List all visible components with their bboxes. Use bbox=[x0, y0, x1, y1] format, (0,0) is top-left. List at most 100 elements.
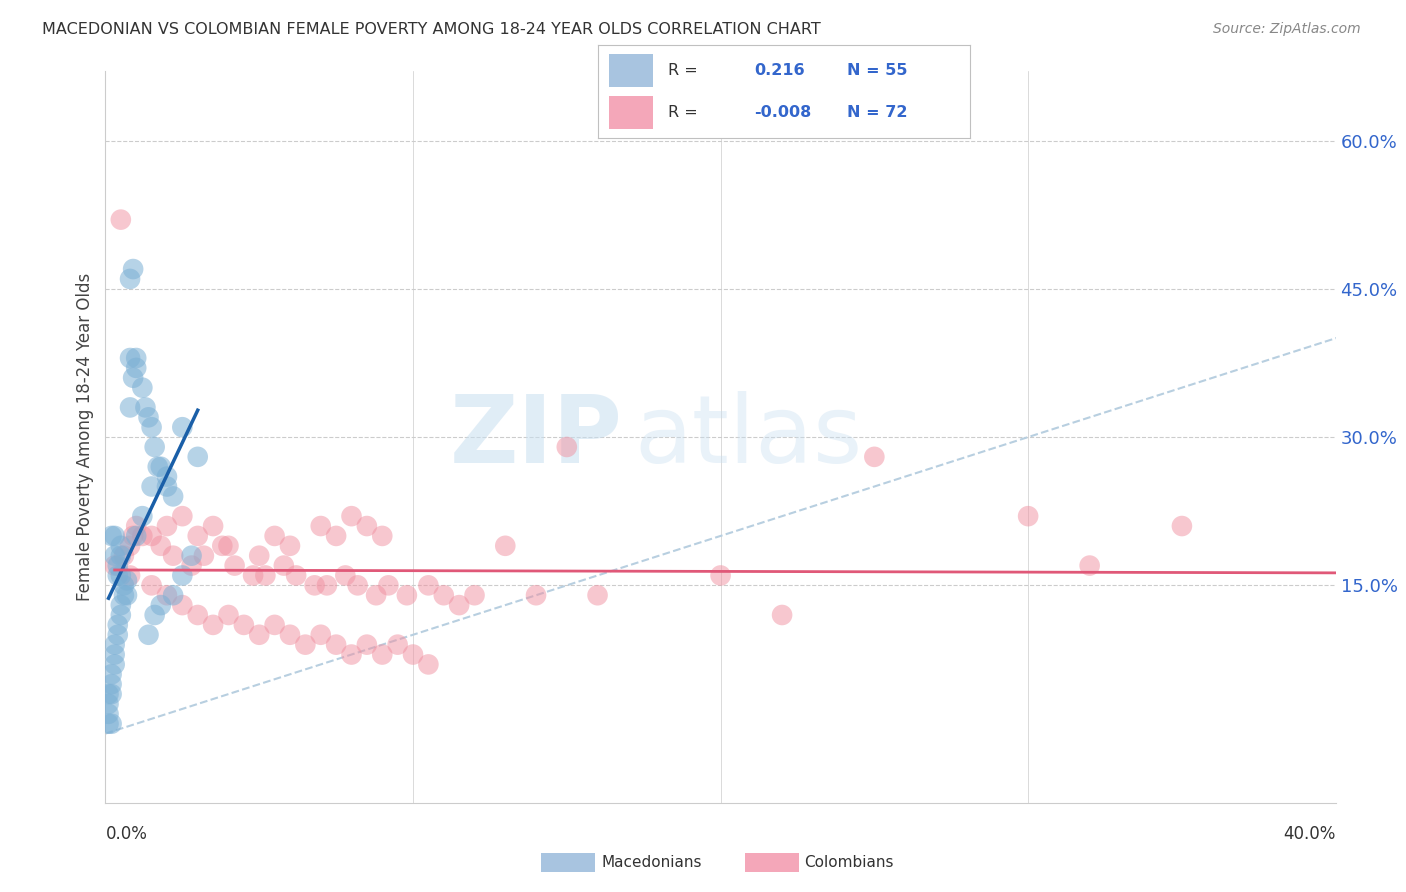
Point bbox=[141, 578, 163, 592]
Point bbox=[524, 588, 547, 602]
Point bbox=[104, 638, 127, 652]
Point bbox=[371, 648, 394, 662]
Text: -0.008: -0.008 bbox=[754, 105, 811, 120]
Point bbox=[770, 607, 793, 622]
Point bbox=[122, 262, 145, 277]
Text: Colombians: Colombians bbox=[804, 855, 894, 870]
Text: R =: R = bbox=[668, 63, 699, 78]
Point bbox=[107, 568, 129, 582]
Point bbox=[120, 351, 141, 365]
Point bbox=[309, 628, 332, 642]
Point bbox=[100, 716, 122, 731]
Point bbox=[125, 360, 148, 375]
Point bbox=[1171, 519, 1194, 533]
Point bbox=[180, 549, 202, 563]
Point bbox=[120, 568, 141, 582]
Point bbox=[104, 549, 127, 563]
Point bbox=[263, 618, 285, 632]
Point bbox=[172, 568, 194, 582]
Point bbox=[115, 574, 138, 588]
Point bbox=[346, 578, 368, 592]
Point bbox=[364, 588, 387, 602]
Point bbox=[120, 401, 141, 415]
Point bbox=[97, 706, 120, 721]
Y-axis label: Female Poverty Among 18-24 Year Olds: Female Poverty Among 18-24 Year Olds bbox=[76, 273, 94, 601]
Point bbox=[125, 529, 148, 543]
Point bbox=[131, 529, 153, 543]
Point bbox=[555, 440, 578, 454]
Point bbox=[418, 657, 440, 672]
Point bbox=[110, 539, 132, 553]
Point bbox=[211, 539, 233, 553]
Point bbox=[112, 588, 135, 602]
Point bbox=[112, 549, 135, 563]
Point bbox=[162, 489, 184, 503]
Point bbox=[107, 628, 129, 642]
Point bbox=[193, 549, 215, 563]
Point bbox=[143, 440, 166, 454]
FancyBboxPatch shape bbox=[609, 54, 654, 87]
Point bbox=[494, 539, 516, 553]
Point bbox=[1078, 558, 1101, 573]
Point bbox=[110, 607, 132, 622]
Point bbox=[100, 667, 122, 681]
Point bbox=[395, 588, 418, 602]
Point bbox=[100, 677, 122, 691]
Text: Source: ZipAtlas.com: Source: ZipAtlas.com bbox=[1213, 22, 1361, 37]
FancyBboxPatch shape bbox=[609, 96, 654, 129]
Point bbox=[131, 381, 153, 395]
Point bbox=[156, 479, 179, 493]
Text: Macedonians: Macedonians bbox=[602, 855, 702, 870]
Point bbox=[1017, 509, 1039, 524]
Point bbox=[242, 568, 264, 582]
Point bbox=[710, 568, 733, 582]
Point bbox=[149, 459, 172, 474]
Point bbox=[218, 539, 240, 553]
Point bbox=[172, 509, 194, 524]
Point bbox=[112, 578, 135, 592]
Point bbox=[143, 607, 166, 622]
Point bbox=[138, 410, 160, 425]
Point bbox=[110, 568, 132, 582]
Point bbox=[172, 598, 194, 612]
Point bbox=[387, 638, 409, 652]
Text: MACEDONIAN VS COLOMBIAN FEMALE POVERTY AMONG 18-24 YEAR OLDS CORRELATION CHART: MACEDONIAN VS COLOMBIAN FEMALE POVERTY A… bbox=[42, 22, 821, 37]
Point bbox=[254, 568, 277, 582]
Point bbox=[120, 272, 141, 286]
Point bbox=[146, 459, 169, 474]
Point bbox=[187, 450, 209, 464]
Point bbox=[110, 549, 132, 563]
Text: 0.0%: 0.0% bbox=[105, 825, 148, 843]
Point bbox=[141, 479, 163, 493]
Point bbox=[162, 588, 184, 602]
Text: R =: R = bbox=[668, 105, 699, 120]
Point bbox=[356, 638, 378, 652]
Point bbox=[340, 648, 363, 662]
Point bbox=[273, 558, 295, 573]
Point bbox=[104, 657, 127, 672]
Point bbox=[104, 529, 127, 543]
Point bbox=[464, 588, 486, 602]
Point bbox=[131, 509, 153, 524]
Text: N = 55: N = 55 bbox=[848, 63, 908, 78]
Point bbox=[100, 529, 122, 543]
Point bbox=[433, 588, 456, 602]
Point bbox=[120, 539, 141, 553]
Point bbox=[180, 558, 202, 573]
Point bbox=[371, 529, 394, 543]
Point bbox=[315, 578, 337, 592]
Point bbox=[202, 519, 225, 533]
Point bbox=[278, 628, 301, 642]
Point bbox=[97, 687, 120, 701]
Point bbox=[149, 598, 172, 612]
Point bbox=[149, 539, 172, 553]
Point bbox=[285, 568, 308, 582]
Point bbox=[122, 371, 145, 385]
Point bbox=[263, 529, 285, 543]
Point bbox=[122, 529, 145, 543]
Point bbox=[162, 549, 184, 563]
Point bbox=[110, 212, 132, 227]
Point bbox=[141, 420, 163, 434]
Text: 40.0%: 40.0% bbox=[1284, 825, 1336, 843]
Point bbox=[304, 578, 326, 592]
